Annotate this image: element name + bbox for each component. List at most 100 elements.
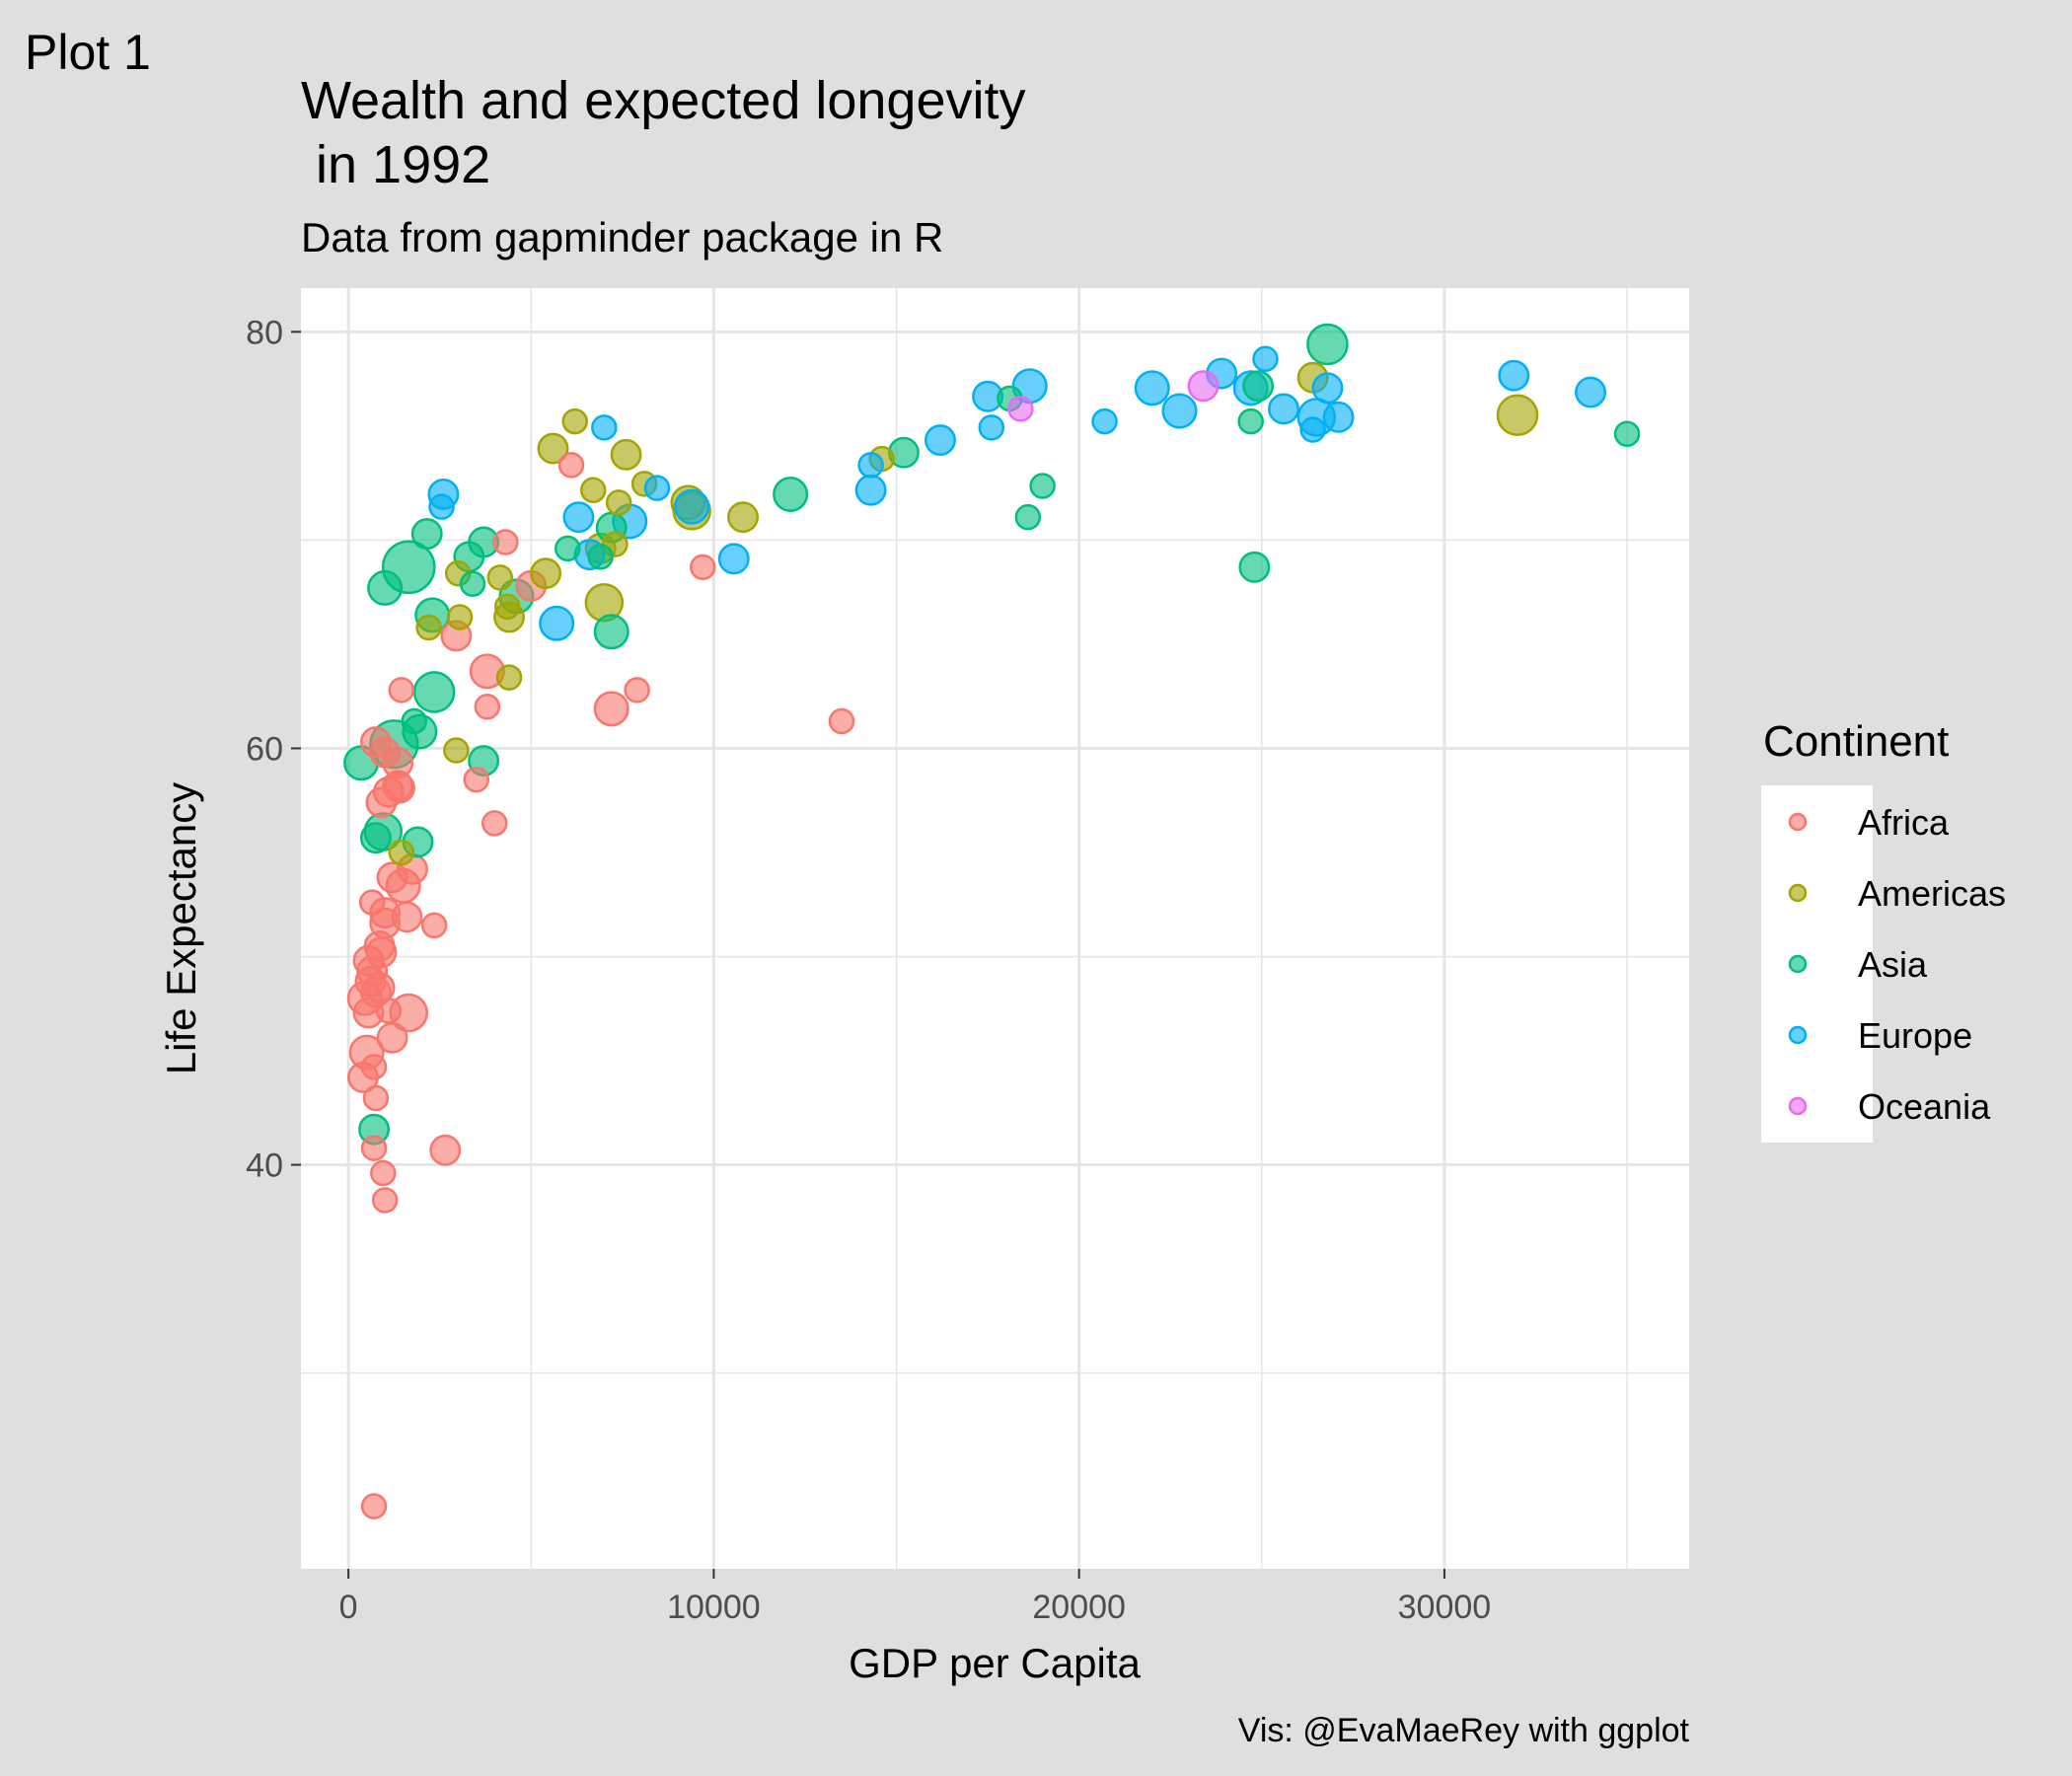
data-point-americas <box>415 614 442 641</box>
data-point-asia <box>1306 323 1349 366</box>
data-point-americas <box>1496 394 1539 437</box>
x-tick-label: 30000 <box>1398 1589 1492 1626</box>
data-point-asia <box>412 671 456 713</box>
data-point-americas <box>446 604 474 630</box>
data-point-asia <box>593 614 629 650</box>
data-point-asia <box>1242 370 1275 403</box>
y-tick-label: 40 <box>246 1147 283 1185</box>
data-point-asia <box>367 569 404 606</box>
data-point-europe <box>1299 416 1326 443</box>
data-point-asia <box>459 570 486 597</box>
data-point-europe <box>1311 372 1344 405</box>
data-point-africa <box>420 912 448 939</box>
data-point-europe <box>643 475 671 501</box>
caption: Vis: @EvaMaeRey with ggplot <box>1238 1712 1690 1749</box>
legend-key-europe <box>1788 1025 1808 1045</box>
data-point-africa <box>474 693 501 720</box>
data-point-europe <box>978 414 1005 441</box>
data-point-europe <box>1134 370 1170 407</box>
legend: Continent Africa Americas Asia Europe Oceani… <box>1761 717 2006 1143</box>
chart-title-line-2: in 1992 <box>301 135 490 194</box>
data-point-asia <box>1613 420 1641 447</box>
chart-title: Wealth and expected longevity in 1992 <box>301 71 1041 194</box>
data-point-oceania <box>1187 370 1220 403</box>
x-tick-label: 10000 <box>667 1589 761 1626</box>
legend-key-background <box>1761 785 1873 1143</box>
y-tick-label: 80 <box>246 314 283 351</box>
legend-key-africa <box>1788 812 1808 832</box>
legend-label-africa: Africa <box>1858 802 1950 843</box>
data-point-europe <box>717 543 750 575</box>
x-tick-label: 0 <box>339 1589 358 1626</box>
data-point-europe <box>539 605 575 641</box>
data-point-africa <box>370 1159 397 1187</box>
data-point-africa <box>365 786 398 819</box>
data-point-africa <box>593 691 629 727</box>
data-point-europe <box>674 488 710 525</box>
axes: 0 10000 20000 30000 40 60 80 <box>246 314 1491 1626</box>
data-point-americas <box>537 432 569 465</box>
data-point-africa <box>481 810 508 837</box>
data-point-europe <box>1091 407 1118 435</box>
data-point-europe <box>1268 393 1299 425</box>
data-point-africa <box>360 1054 388 1080</box>
data-point-asia <box>359 822 392 854</box>
data-point-asia <box>1238 551 1271 583</box>
data-point-africa <box>371 1187 399 1214</box>
data-point-europe <box>857 452 884 479</box>
data-point-europe <box>1161 393 1198 429</box>
data-point-africa <box>828 707 855 735</box>
x-tick-label: 20000 <box>1032 1589 1126 1626</box>
data-point-africa <box>690 554 716 581</box>
data-point-americas <box>443 737 470 764</box>
data-point-europe <box>591 414 618 441</box>
data-point-africa <box>429 1134 462 1166</box>
data-point-americas <box>530 557 562 590</box>
gridlines <box>301 288 1689 1569</box>
data-point-africa <box>358 889 386 916</box>
legend-label-oceania: Oceania <box>1858 1086 1991 1127</box>
data-point-americas <box>610 438 642 471</box>
data-point-africa <box>463 766 489 793</box>
data-point-africa <box>492 529 519 555</box>
data-point-europe <box>1252 345 1279 373</box>
data-point-africa <box>375 998 403 1024</box>
y-axis-label: Life Expectancy <box>158 782 204 1075</box>
data-point-africa <box>360 1493 388 1519</box>
data-point-africa <box>362 1084 390 1112</box>
legend-key-asia <box>1788 954 1808 974</box>
data-point-asia <box>1237 407 1264 435</box>
data-point-africa <box>624 677 650 703</box>
data-point-americas <box>495 664 523 691</box>
data-point-americas <box>727 501 759 534</box>
data-point-americas <box>486 564 514 591</box>
legend-key-oceania <box>1788 1096 1808 1116</box>
legend-label-europe: Europe <box>1858 1015 1972 1056</box>
data-point-asia <box>410 518 443 550</box>
data-point-europe <box>428 493 455 520</box>
data-point-africa <box>369 736 402 769</box>
chart-subtitle: Data from gapminder package in R <box>301 214 943 260</box>
data-point-asia <box>1014 503 1042 531</box>
legend-label-asia: Asia <box>1858 944 1928 985</box>
plot-tag: Plot 1 <box>25 25 151 80</box>
data-point-americas <box>493 593 521 621</box>
data-point-asia <box>587 544 614 570</box>
data-point-europe <box>854 474 887 506</box>
plot-panel <box>301 288 1689 1569</box>
data-point-africa <box>360 1135 388 1161</box>
data-point-americas <box>605 489 632 516</box>
data-point-asia <box>773 476 809 512</box>
data-point-europe <box>1575 376 1606 408</box>
legend-entries: Africa Americas Asia Europe Oceania <box>1788 802 2006 1127</box>
legend-label-americas: Americas <box>1858 873 2006 914</box>
data-point-africa <box>388 677 415 703</box>
y-tick-label: 60 <box>246 730 283 768</box>
data-point-europe <box>562 501 595 534</box>
legend-title: Continent <box>1763 717 1949 766</box>
data-point-americas <box>561 407 588 435</box>
data-point-europe <box>1322 401 1355 433</box>
data-point-americas <box>388 839 415 866</box>
data-point-asia <box>1029 473 1056 499</box>
